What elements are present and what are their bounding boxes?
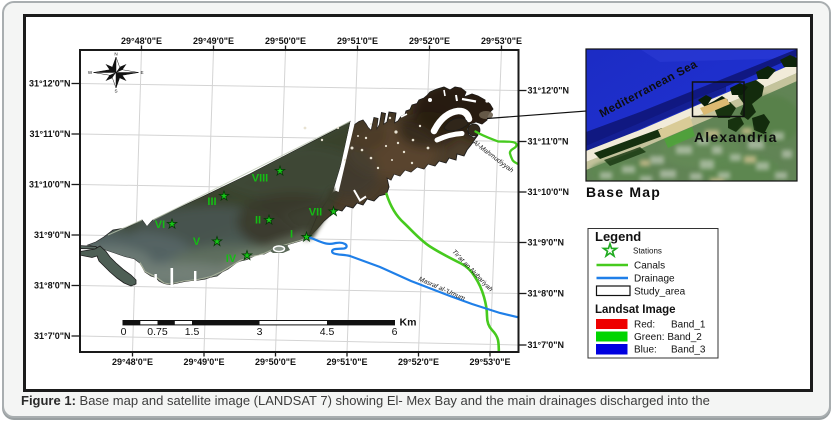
svg-text:29°53'0"E: 29°53'0"E — [469, 357, 510, 367]
svg-text:Blue:: Blue: — [634, 345, 657, 356]
svg-text:31°11'0"N: 31°11'0"N — [528, 137, 569, 147]
svg-text:Drainage: Drainage — [634, 274, 675, 285]
svg-text:W: W — [88, 70, 93, 75]
svg-text:0.75: 0.75 — [147, 326, 168, 338]
svg-text:31°12'0"N: 31°12'0"N — [528, 86, 570, 96]
svg-text:Band_3: Band_3 — [671, 345, 706, 356]
svg-text:3: 3 — [257, 326, 263, 338]
svg-text:III: III — [207, 196, 216, 208]
svg-text:Study_area: Study_area — [634, 287, 686, 298]
svg-text:E: E — [140, 70, 143, 75]
svg-text:VII: VII — [309, 207, 322, 219]
svg-text:29°51'0"E: 29°51'0"E — [326, 357, 367, 367]
svg-text:29°52'0"E: 29°52'0"E — [398, 357, 439, 367]
svg-text:29°52'0"E: 29°52'0"E — [409, 36, 450, 46]
svg-text:31°7'0"N: 31°7'0"N — [528, 340, 565, 350]
svg-text:Tir'at an Nubariyah: Tir'at an Nubariyah — [450, 249, 494, 294]
svg-text:VIII: VIII — [252, 173, 269, 185]
svg-text:29°48'0"E: 29°48'0"E — [121, 36, 162, 46]
svg-text:Al-Mahmudiyyah: Al-Mahmudiyyah — [470, 139, 514, 175]
svg-text:29°51'0"E: 29°51'0"E — [337, 36, 378, 46]
svg-text:31°11'0"N: 31°11'0"N — [29, 129, 70, 139]
svg-text:29°53'0"E: 29°53'0"E — [481, 36, 522, 46]
svg-text:29°48'0"E: 29°48'0"E — [112, 357, 153, 367]
svg-text:4.5: 4.5 — [320, 326, 335, 338]
svg-text:Masraf al-'Umum: Masraf al-'Umum — [417, 276, 466, 303]
svg-text:31°7'0"N: 31°7'0"N — [34, 331, 71, 341]
svg-text:Landsat Image: Landsat Image — [595, 304, 676, 316]
svg-text:29°49'0"E: 29°49'0"E — [183, 357, 224, 367]
svg-text:29°50'0"E: 29°50'0"E — [265, 36, 306, 46]
svg-text:Canals: Canals — [634, 261, 665, 272]
svg-text:6: 6 — [392, 326, 398, 338]
svg-text:31°9'0"N: 31°9'0"N — [34, 230, 71, 240]
svg-text:IV: IV — [226, 253, 237, 265]
svg-text:31°8'0"N: 31°8'0"N — [528, 289, 565, 299]
svg-text:31°12'0"N: 31°12'0"N — [29, 79, 71, 89]
svg-text:Stations: Stations — [633, 247, 662, 256]
svg-text:Base Map: Base Map — [586, 184, 661, 200]
svg-text:I: I — [290, 229, 293, 241]
svg-text:0: 0 — [121, 326, 127, 338]
svg-text:31°10'0"N: 31°10'0"N — [29, 180, 71, 190]
svg-text:Red:: Red: — [634, 320, 655, 331]
svg-text:VI: VI — [155, 219, 165, 231]
svg-text:S: S — [114, 89, 117, 94]
svg-text:Km: Km — [400, 317, 417, 329]
svg-text:31°9'0"N: 31°9'0"N — [528, 238, 565, 248]
svg-text:II: II — [255, 215, 261, 227]
svg-text:Alexandria: Alexandria — [694, 129, 778, 145]
svg-text:Green: Band_2: Green: Band_2 — [634, 332, 702, 343]
svg-text:V: V — [193, 236, 201, 248]
svg-text:29°49'0"E: 29°49'0"E — [193, 36, 234, 46]
svg-text:31°8'0"N: 31°8'0"N — [34, 281, 71, 291]
svg-text:1.5: 1.5 — [185, 326, 200, 338]
svg-text:29°50'0"E: 29°50'0"E — [255, 357, 296, 367]
svg-text:N: N — [114, 52, 117, 57]
svg-text:31°10'0"N: 31°10'0"N — [528, 187, 570, 197]
svg-text:Legend: Legend — [595, 229, 641, 244]
svg-text:Band_1: Band_1 — [671, 320, 706, 331]
